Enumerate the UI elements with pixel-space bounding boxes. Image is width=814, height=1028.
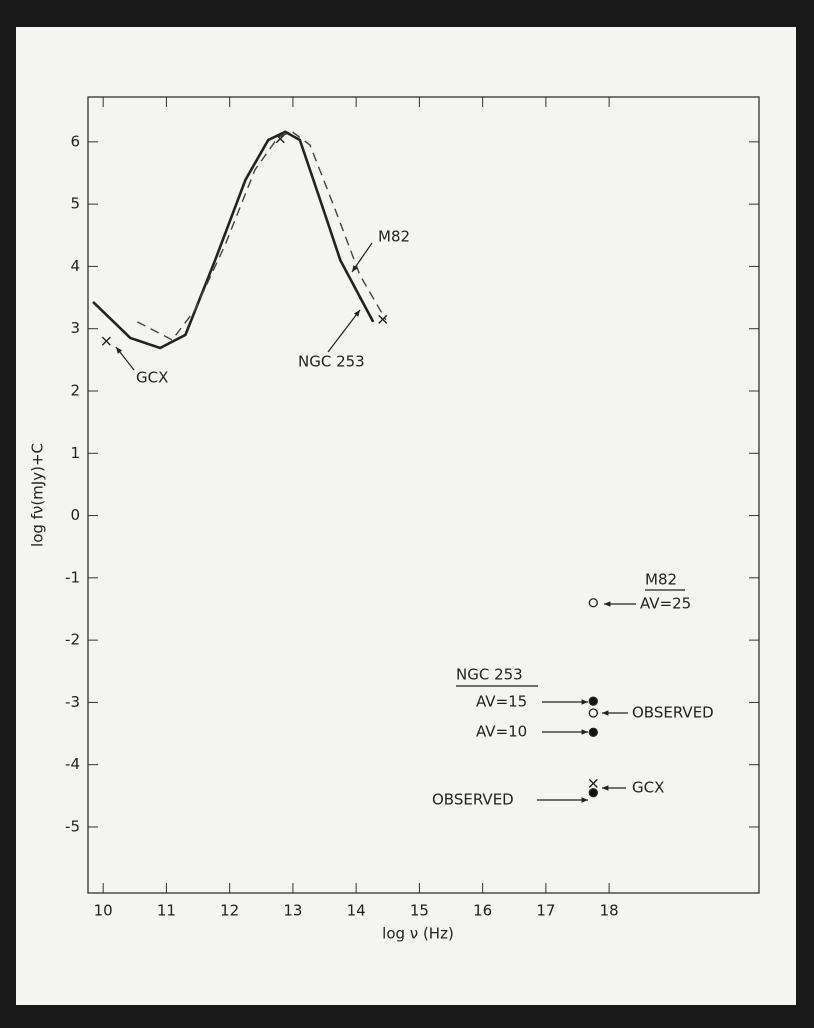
marker-cross bbox=[588, 778, 598, 788]
series-line bbox=[137, 131, 387, 341]
slide bbox=[16, 27, 796, 1005]
marker-filled bbox=[588, 727, 598, 737]
y-tick-label: -3 bbox=[65, 693, 80, 711]
y-tick-label: -4 bbox=[65, 755, 80, 773]
annotation: AV=10 bbox=[476, 723, 527, 741]
arrow-head bbox=[352, 265, 358, 272]
y-tick-label: 5 bbox=[70, 195, 80, 213]
annotation: AV=15 bbox=[476, 693, 527, 711]
marker-open bbox=[588, 598, 598, 608]
arrow-head bbox=[604, 601, 611, 607]
x-tick-label: 13 bbox=[283, 902, 302, 920]
marker-filled bbox=[588, 788, 598, 798]
series-line bbox=[92, 130, 375, 350]
y-tick-label: 1 bbox=[70, 444, 80, 462]
annotation: NGC 253 bbox=[298, 353, 365, 371]
y-tick-label: -2 bbox=[65, 631, 80, 649]
marker-filled bbox=[588, 696, 598, 706]
arrow-head bbox=[116, 347, 123, 354]
marker-open bbox=[588, 708, 598, 718]
x-tick-label: 11 bbox=[157, 902, 176, 920]
y-tick-label: 0 bbox=[70, 506, 80, 524]
x-axis-label: log ν (Hz) bbox=[382, 925, 454, 943]
arrow-head bbox=[581, 729, 588, 735]
arrow-head bbox=[602, 710, 609, 716]
x-tick-label: 12 bbox=[220, 902, 239, 920]
arrow-head bbox=[602, 785, 609, 791]
y-tick-label: -1 bbox=[65, 568, 80, 586]
x-tick-label: 18 bbox=[600, 902, 619, 920]
y-axis-label: log fν(mJy)+C bbox=[29, 443, 47, 547]
arrow-shaft bbox=[327, 309, 361, 353]
annotation: NGC 253 bbox=[456, 666, 523, 684]
annotation: OBSERVED bbox=[632, 704, 714, 722]
x-tick-label: 16 bbox=[473, 902, 492, 920]
arrow-head bbox=[581, 699, 588, 705]
annotation: GCX bbox=[136, 369, 168, 387]
annotation: M82 bbox=[645, 571, 677, 589]
x-tick-label: 14 bbox=[347, 902, 366, 920]
y-tick-label: -5 bbox=[65, 817, 80, 835]
x-tick-label: 10 bbox=[94, 902, 113, 920]
annotation: AV=25 bbox=[640, 595, 691, 613]
arrow-head bbox=[581, 797, 588, 803]
annotation: GCX bbox=[632, 779, 664, 797]
arrow-head bbox=[353, 310, 360, 317]
x-tick-label: 17 bbox=[536, 902, 555, 920]
marker-cross bbox=[275, 134, 285, 144]
x-tick-label: 15 bbox=[410, 902, 429, 920]
y-tick-label: 4 bbox=[70, 257, 80, 275]
marker-cross bbox=[101, 336, 111, 346]
y-tick-label: 3 bbox=[70, 319, 80, 337]
annotation: OBSERVED bbox=[432, 791, 514, 809]
y-tick-label: 2 bbox=[70, 381, 80, 399]
plot-frame bbox=[87, 96, 760, 894]
y-tick-label: 6 bbox=[70, 132, 80, 150]
marker-cross bbox=[378, 314, 388, 324]
annotation: M82 bbox=[378, 228, 410, 246]
